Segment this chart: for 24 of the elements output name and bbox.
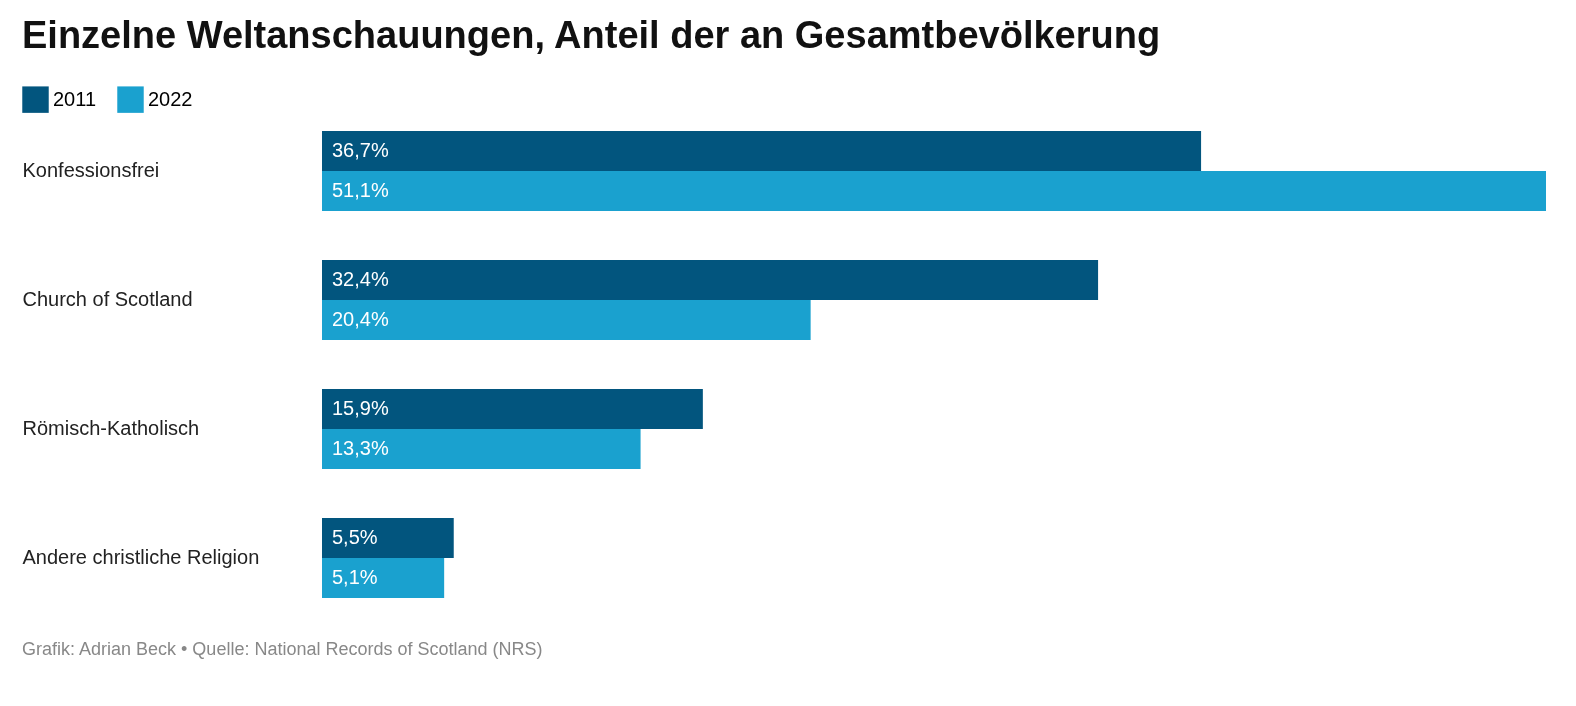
- bar: [322, 300, 811, 340]
- bar: [322, 131, 1202, 171]
- text: Grafik: Adrian Beck • Quelle: National Records of Scotland (NRS): [22, 639, 543, 659]
- bar: [322, 389, 703, 429]
- y-tick-label: Konfessionsfrei: [22, 158, 160, 181]
- data-label: 51,1%: [332, 178, 389, 201]
- data-label: 20,4%: [332, 307, 389, 330]
- bar: [322, 170, 1546, 211]
- legend-label: 2011: [53, 87, 97, 110]
- data-label: 36,7%: [332, 139, 389, 161]
- bar: [322, 260, 1099, 300]
- data-label: 5,5%: [332, 526, 378, 549]
- bar: [322, 429, 641, 469]
- data-label: 5,1%: [332, 566, 378, 588]
- data-label: 15,9%: [332, 397, 389, 420]
- chart-title: Einzelne Weltanschauungen, Anteil der an Gesamtbevölkerung: [22, 14, 1161, 56]
- y-tick-label: Römisch-Katholisch: [22, 417, 200, 439]
- data-label: 13,3%: [332, 437, 389, 459]
- bar: [322, 518, 454, 559]
- bar: [322, 558, 445, 598]
- y-tick-label: Andere christliche Religion: [22, 546, 260, 569]
- data-label: 32,4%: [332, 268, 389, 290]
- legend-label: 2022: [148, 87, 193, 110]
- y-tick-label: Church of Scotland: [22, 288, 193, 310]
